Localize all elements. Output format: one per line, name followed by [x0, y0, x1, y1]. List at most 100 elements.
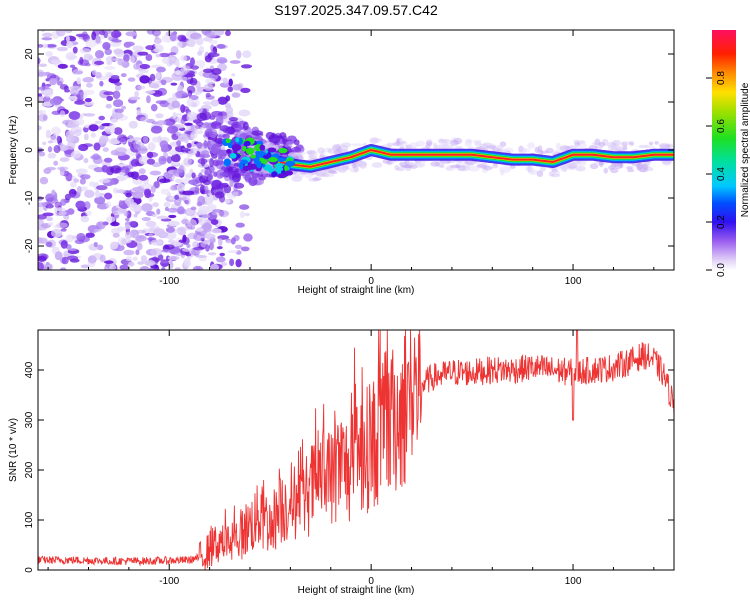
- amplitude-blob: [165, 226, 176, 233]
- amplitude-blob: [186, 38, 196, 48]
- amplitude-blob: [183, 136, 189, 144]
- amplitude-blob: [120, 165, 130, 173]
- amplitude-blob: [171, 100, 181, 109]
- amplitude-blob: [150, 248, 163, 257]
- amplitude-blob: [152, 136, 160, 143]
- amplitude-blob: [225, 95, 231, 102]
- amplitude-blob: [66, 141, 76, 150]
- amplitude-blob: [66, 193, 76, 198]
- amplitude-blob: [90, 132, 96, 138]
- amplitude-blob: [38, 113, 48, 122]
- amplitude-blob: [217, 155, 224, 166]
- amplitude-blob: [59, 147, 70, 151]
- amplitude-blob: [180, 104, 186, 113]
- amplitude-blob: [116, 189, 126, 194]
- amplitude-blob: [74, 100, 86, 105]
- amplitude-blob: [75, 118, 85, 126]
- ridge-speckle: [244, 140, 251, 147]
- amplitude-blob: [223, 77, 229, 85]
- amplitude-blob: [114, 84, 122, 91]
- amplitude-blob: [598, 161, 605, 166]
- amplitude-blob: [38, 57, 41, 65]
- amplitude-blob: [116, 148, 127, 153]
- amplitude-blob: [38, 71, 48, 77]
- amplitude-blob: [386, 160, 392, 165]
- amplitude-blob: [627, 168, 635, 173]
- amplitude-blob: [174, 58, 180, 68]
- amplitude-blob: [61, 256, 69, 265]
- amplitude-blob: [197, 50, 203, 56]
- amplitude-blob: [43, 263, 53, 270]
- amplitude-blob: [550, 173, 561, 178]
- amplitude-blob: [235, 258, 242, 268]
- y-tick-label: 20: [24, 48, 35, 60]
- amplitude-blob: [137, 261, 145, 265]
- amplitude-blob: [150, 239, 163, 246]
- amplitude-blob: [371, 162, 383, 168]
- amplitude-blob: [258, 176, 266, 181]
- amplitude-blob: [145, 45, 156, 51]
- amplitude-blob: [145, 54, 153, 62]
- amplitude-blob: [125, 31, 137, 37]
- colorbar-tick-label: 0.2: [716, 215, 727, 229]
- amplitude-blob: [136, 242, 143, 251]
- amplitude-blob: [116, 226, 126, 232]
- amplitude-blob: [190, 65, 199, 70]
- amplitude-blob: [231, 92, 241, 98]
- amplitude-blob: [124, 197, 134, 205]
- amplitude-blob: [198, 175, 209, 184]
- amplitude-blob: [93, 142, 101, 151]
- amplitude-blob: [128, 120, 138, 129]
- amplitude-blob: [199, 184, 206, 195]
- colorbar-label: Normalized spectral amplitude: [740, 82, 750, 217]
- amplitude-blob: [351, 161, 357, 169]
- amplitude-blob: [83, 157, 89, 164]
- amplitude-blob: [51, 189, 56, 196]
- amplitude-blob: [58, 210, 67, 216]
- amplitude-blob: [83, 101, 95, 106]
- amplitude-blob: [128, 261, 135, 267]
- amplitude-blob: [106, 95, 114, 102]
- amplitude-blob: [150, 125, 163, 134]
- amplitude-blob: [157, 135, 162, 144]
- amplitude-blob: [112, 210, 122, 216]
- amplitude-blob: [197, 209, 208, 215]
- ridge-speckle: [274, 163, 284, 168]
- y-tick-label: 0: [24, 567, 35, 573]
- amplitude-blob: [59, 157, 70, 162]
- ridge-speckle: [229, 152, 237, 159]
- amplitude-blob: [112, 90, 121, 100]
- amplitude-blob: [439, 165, 445, 169]
- amplitude-blob: [172, 111, 177, 119]
- amplitude-blob: [411, 164, 418, 169]
- amplitude-blob: [95, 35, 101, 44]
- amplitude-blob: [94, 120, 102, 124]
- amplitude-blob: [67, 247, 77, 252]
- amplitude-blob: [211, 68, 222, 76]
- amplitude-blob: [229, 179, 234, 188]
- amplitude-blob: [94, 196, 106, 205]
- y-tick-label: 300: [24, 411, 35, 428]
- ridge-speckle: [223, 158, 231, 167]
- amplitude-blob: [168, 59, 173, 66]
- ridge-speckle: [271, 171, 278, 177]
- amplitude-blob: [38, 63, 48, 67]
- colorbar-tick-label: 0.4: [716, 167, 727, 181]
- amplitude-blob: [183, 257, 191, 267]
- amplitude-blob: [132, 256, 138, 261]
- amplitude-blob: [174, 194, 180, 200]
- amplitude-blob: [220, 262, 227, 267]
- amplitude-blob: [224, 198, 231, 204]
- amplitude-blob: [110, 165, 122, 174]
- ridge-speckle: [274, 166, 284, 172]
- amplitude-blob: [139, 75, 150, 84]
- amplitude-blob: [317, 147, 325, 154]
- ridge-speckle: [242, 145, 247, 152]
- amplitude-blob: [117, 134, 128, 143]
- amplitude-blob: [65, 35, 70, 43]
- amplitude-blob: [139, 265, 150, 270]
- amplitude-blob: [112, 99, 124, 108]
- amplitude-blob: [215, 115, 222, 123]
- amplitude-blob: [86, 82, 93, 88]
- amplitude-blob: [45, 51, 53, 57]
